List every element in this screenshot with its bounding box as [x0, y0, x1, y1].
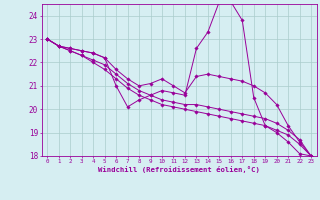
X-axis label: Windchill (Refroidissement éolien,°C): Windchill (Refroidissement éolien,°C) — [98, 166, 260, 173]
